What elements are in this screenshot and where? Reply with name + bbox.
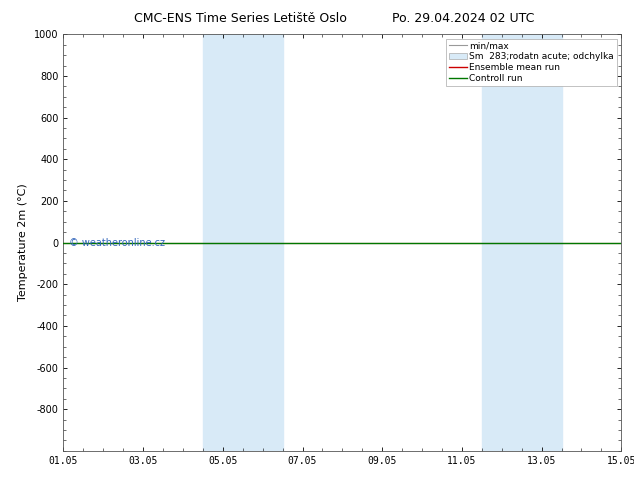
Y-axis label: Temperature 2m (°C): Temperature 2m (°C) (18, 184, 29, 301)
Text: Po. 29.04.2024 02 UTC: Po. 29.04.2024 02 UTC (392, 12, 534, 25)
Legend: min/max, Sm  283;rodatn acute; odchylka, Ensemble mean run, Controll run: min/max, Sm 283;rodatn acute; odchylka, … (446, 39, 617, 86)
Bar (203, 34, 283, 451)
Bar (482, 34, 562, 451)
Text: © weatheronline.cz: © weatheronline.cz (69, 238, 165, 247)
Text: CMC-ENS Time Series Letiště Oslo: CMC-ENS Time Series Letiště Oslo (134, 12, 347, 25)
